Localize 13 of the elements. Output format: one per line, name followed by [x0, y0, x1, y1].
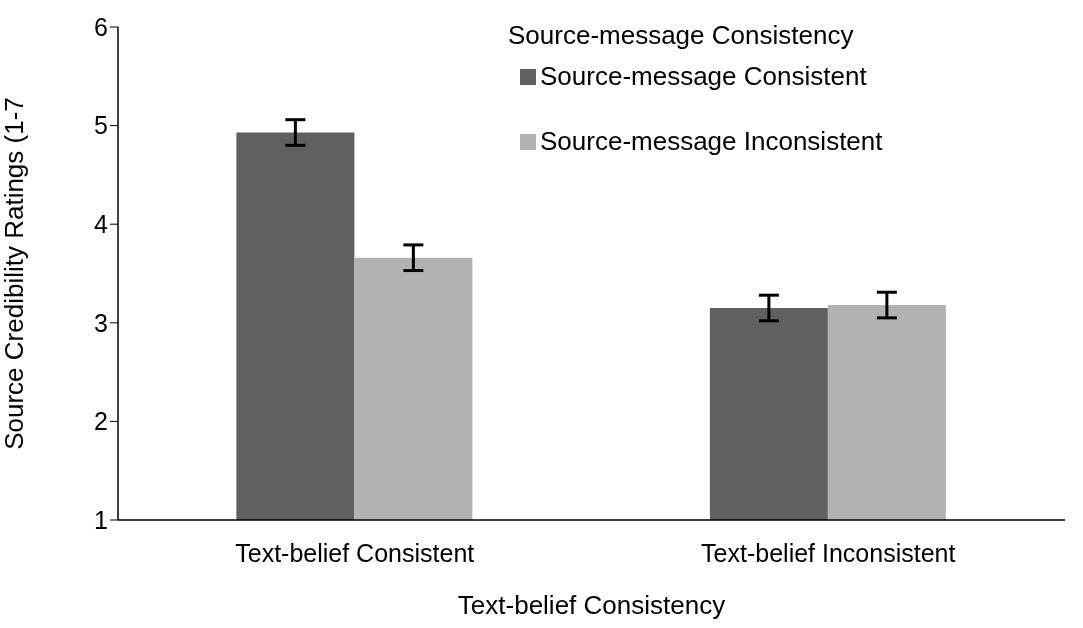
y-tick-label: 2 [94, 407, 108, 436]
y-axis-title: Source Credibility Ratings (1-7 [0, 97, 30, 450]
y-tick-label: 4 [94, 210, 109, 239]
y-tick-label: 5 [94, 111, 108, 140]
y-tick-label: 6 [94, 12, 108, 41]
legend-title: Source-message Consistency [508, 20, 855, 51]
x-tick-label: Text-belief Consistent [235, 538, 475, 567]
legend-label: Source-message Consistent [540, 61, 867, 92]
x-tick-label: Text-belief Inconsistent [701, 538, 956, 567]
y-tick-label: 1 [94, 505, 108, 534]
x-axis-title: Text-belief Consistency [457, 590, 726, 620]
legend-label: Source-message Inconsistent [540, 126, 883, 157]
y-tick-label: 3 [94, 308, 108, 337]
